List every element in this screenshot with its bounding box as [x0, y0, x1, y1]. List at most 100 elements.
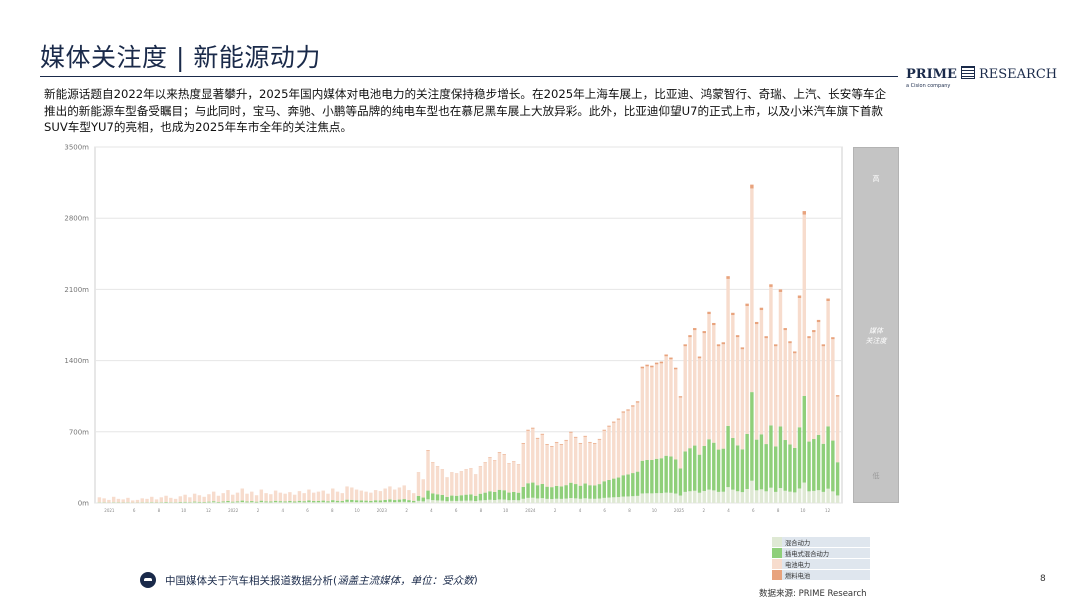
bar-segment-phev: [573, 484, 578, 499]
bar-segment-hybrid: [488, 499, 492, 503]
bar-segment-phev: [816, 434, 821, 491]
bar-segment-fcev: [793, 351, 797, 354]
bar-segment-fcev: [721, 342, 726, 345]
bar-segment-phev: [345, 499, 349, 502]
bar-segment-hybrid: [693, 490, 697, 503]
bar-segment-hybrid: [235, 502, 240, 503]
bar-segment-hybrid: [340, 502, 344, 503]
bar-segment-hybrid: [435, 500, 440, 503]
bar-segment-phev: [235, 501, 240, 503]
bar-segment-bev: [564, 440, 568, 486]
x-tick-label: 10: [652, 508, 658, 513]
bar-segment-bev: [688, 337, 692, 449]
bar-segment-bev: [131, 500, 135, 503]
legend-label: 插电式混合动力: [785, 550, 830, 558]
bar-segment-fcev: [664, 354, 668, 357]
bar-segment-bev: [773, 346, 778, 447]
bar-segment-fcev: [826, 298, 830, 301]
bar-segment-bev: [807, 338, 811, 442]
bar-segment-hybrid: [545, 498, 549, 503]
bar-segment-hybrid: [688, 491, 692, 503]
bar-segment-phev: [250, 501, 254, 503]
x-tick-label: 4: [579, 508, 582, 513]
x-tick-label: 8: [158, 508, 161, 513]
bar-segment-fcev: [502, 454, 506, 455]
bar-segment-phev: [593, 485, 597, 499]
bar-segment-hybrid: [373, 502, 378, 503]
bar-segment-phev: [502, 490, 506, 500]
bar-segment-phev: [526, 483, 530, 498]
bar-segment-bev: [735, 337, 740, 446]
bar-segment-fcev: [816, 319, 821, 323]
bar-segment-bev: [712, 325, 716, 443]
bar-segment-phev: [740, 449, 745, 493]
bar-segment-hybrid: [445, 501, 449, 503]
bar-segment-bev: [154, 499, 159, 503]
bar-segment-bev: [159, 497, 164, 503]
bar-segment-phev: [254, 501, 259, 503]
bar-segment-bev: [578, 443, 583, 486]
bar-segment-hybrid: [550, 499, 554, 503]
bar-segment-bev: [407, 490, 411, 501]
bar-segment-phev: [716, 449, 721, 492]
bar-segment-phev: [278, 501, 283, 503]
bar-segment-fcev: [683, 344, 687, 347]
bar-segment-hybrid: [683, 491, 687, 503]
bar-segment-bev: [573, 437, 578, 485]
bar-segment-hybrid: [283, 502, 287, 503]
bar-segment-bev: [192, 493, 197, 502]
bar-segment-hybrid: [588, 498, 592, 503]
bar-segment-fcev: [659, 361, 664, 364]
bar-segment-bev: [821, 346, 826, 444]
bar-segment-phev: [245, 501, 249, 503]
bar-segment-phev: [359, 500, 364, 503]
bar-segment-hybrid: [297, 502, 302, 503]
bar-segment-bev: [769, 286, 773, 426]
bar-segment-phev: [616, 477, 621, 498]
bar-segment-bev: [697, 358, 702, 455]
bar-segment-bev: [759, 310, 764, 435]
bar-segment-phev: [807, 441, 811, 492]
bar-segment-hybrid: [597, 498, 602, 503]
plot-frame: [94, 146, 843, 504]
bar-segment-phev: [688, 448, 692, 492]
bar-segment-phev: [450, 495, 454, 501]
bar-segment-phev: [207, 501, 211, 503]
bar-segment-phev: [835, 462, 840, 496]
bar-segment-bev: [412, 493, 416, 501]
bar-segment-hybrid: [364, 502, 368, 503]
bar-segment-phev: [650, 459, 654, 494]
bar-segment-phev: [202, 502, 206, 503]
bar-segment-hybrid: [316, 502, 321, 503]
bar-segment-hybrid: [383, 502, 387, 503]
bar-segment-hybrid: [421, 501, 425, 503]
bar-segment-phev: [464, 494, 468, 501]
x-tick-label: 4: [727, 508, 730, 513]
bar-segment-bev: [778, 291, 783, 427]
bar-segment-phev: [283, 501, 287, 503]
bar-segment-phev: [559, 486, 564, 499]
bar-segment-bev: [754, 324, 759, 440]
page-title: 媒体关注度 | 新能源动力: [40, 43, 321, 72]
bar-segment-bev: [516, 464, 521, 493]
bar-segment-hybrid: [659, 493, 664, 503]
bar-segment-bev: [97, 497, 102, 503]
bar-segment-hybrid: [697, 492, 702, 503]
bar-segment-phev: [488, 491, 492, 500]
bar-segment-bev: [635, 402, 640, 472]
bar-segment-bev: [178, 496, 183, 503]
bar-segment-bev: [669, 359, 673, 457]
bar-segment-hybrid: [531, 497, 535, 503]
bar-segment-bev: [588, 442, 592, 486]
bar-segment-phev: [335, 500, 340, 503]
bar-segment-bev: [369, 492, 373, 501]
bar-segment-bev: [459, 471, 464, 496]
bar-segment-bev: [802, 214, 806, 396]
y-tick-label: 2100m: [64, 286, 89, 294]
bar-segment-bev: [273, 490, 278, 501]
brand-sub: a Cision company: [906, 83, 951, 89]
bar-segment-hybrid: [602, 497, 606, 503]
bar-segment-fcev: [726, 276, 730, 279]
bar-segment-fcev: [607, 425, 611, 427]
bar-segment-bev: [226, 490, 230, 501]
